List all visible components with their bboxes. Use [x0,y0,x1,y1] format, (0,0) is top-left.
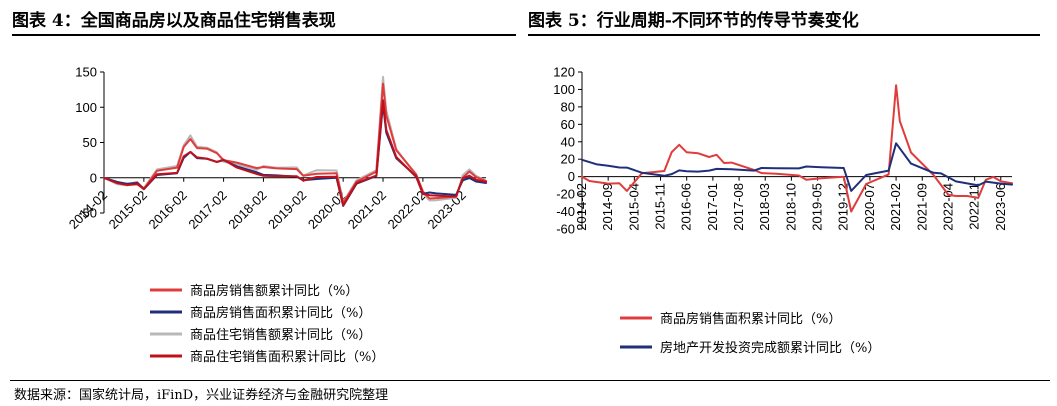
x-tick-label: 2021-09 [914,183,929,231]
x-tick-label: 2019-12 [836,183,851,231]
right-chart-title: 图表 5：行业周期-不同环节的传导节奏变化 [528,11,859,31]
charts-canvas: -500501001502014-022015-022016-022017-02… [66,65,1013,365]
left-chart: -50 0 50 100 150 2014-022015-022016-022017-02… [66,65,487,365]
series-line-1 [103,82,487,205]
x-tick-label: 2021-02 [345,188,389,232]
y-tick-label: -50 [78,206,97,221]
x-tick-label: 2020-07 [862,183,877,231]
y-tick-label: 0 [90,170,97,185]
legend-label-1: 商品房销售面积累计同比（%） [660,311,841,327]
left-title-rule [12,34,516,36]
x-tick-label: 2017-01 [705,183,720,231]
y-tick-label: -40 [556,204,575,219]
legend-label-2: 商品房销售面积累计同比（%） [190,305,371,321]
y-tick-label: -60 [556,222,575,237]
series-line-4 [103,99,487,207]
x-tick-label: 2016-06 [679,183,694,231]
series-line-2 [581,142,1013,192]
x-tick-label: 2014-02 [66,188,110,232]
footer-rule [10,380,1050,381]
x-tick-label: 2017-08 [731,183,746,231]
x-tick-label: 2019-02 [265,188,309,232]
series-line-1 [581,84,1013,213]
x-tick-label: 2015-04 [626,183,641,231]
right-chart: -60 -40 -20 0 20 40 60 80 100 120 2014-02 2014-09 20… [553,65,1013,356]
y-tick-label: 50 [83,135,97,150]
legend-label-3: 商品住宅销售额累计同比（%） [190,327,371,343]
y-tick-label: 0 [568,169,575,184]
legend-label-1: 商品房销售额累计同比（%） [190,283,358,299]
x-tick-label: 2023-06 [993,183,1008,231]
y-tick-label: 40 [561,134,575,149]
x-tick-label: 2014-09 [600,183,615,231]
x-tick-label: 2021-02 [888,183,903,231]
left-chart-title: 图表 4：全国商品房以及商品住宅销售表现 [12,11,336,31]
x-tick-label: 2022-11 [967,183,982,230]
x-tick-label: 2022-04 [940,183,955,231]
x-tick-label: 2018-03 [757,183,772,231]
y-tick-label: 100 [553,82,575,97]
x-tick-label: 2019-05 [810,183,825,231]
x-tick-label: 2017-02 [185,188,229,232]
y-tick-label: 120 [553,65,575,80]
y-tick-label: 150 [75,65,97,80]
x-tick-label: 2018-02 [225,188,269,232]
source-note: 数据来源：国家统计局，iFinD，兴业证券经济与金融研究院整理 [14,388,389,403]
x-tick-label: 2015-02 [106,188,150,232]
x-tick-label: 2014-02 [574,183,589,231]
y-tick-label: 20 [561,152,575,167]
right-title-rule [528,34,1040,36]
series-line-3 [103,75,487,204]
y-tick-label: -20 [556,187,575,202]
legend-label-4: 商品住宅销售面积累计同比（%） [190,349,384,365]
y-tick-label: 80 [561,99,575,114]
x-tick-label: 2015-11 [653,183,668,230]
y-tick-label: 100 [75,100,97,115]
x-tick-label: 2018-10 [783,183,798,231]
y-tick-label: 60 [561,117,575,132]
x-tick-label: 2020-02 [305,188,349,232]
x-tick-label: 2016-02 [145,188,189,232]
legend-label-2: 房地产开发投资完成额累计同比（%） [660,340,880,356]
